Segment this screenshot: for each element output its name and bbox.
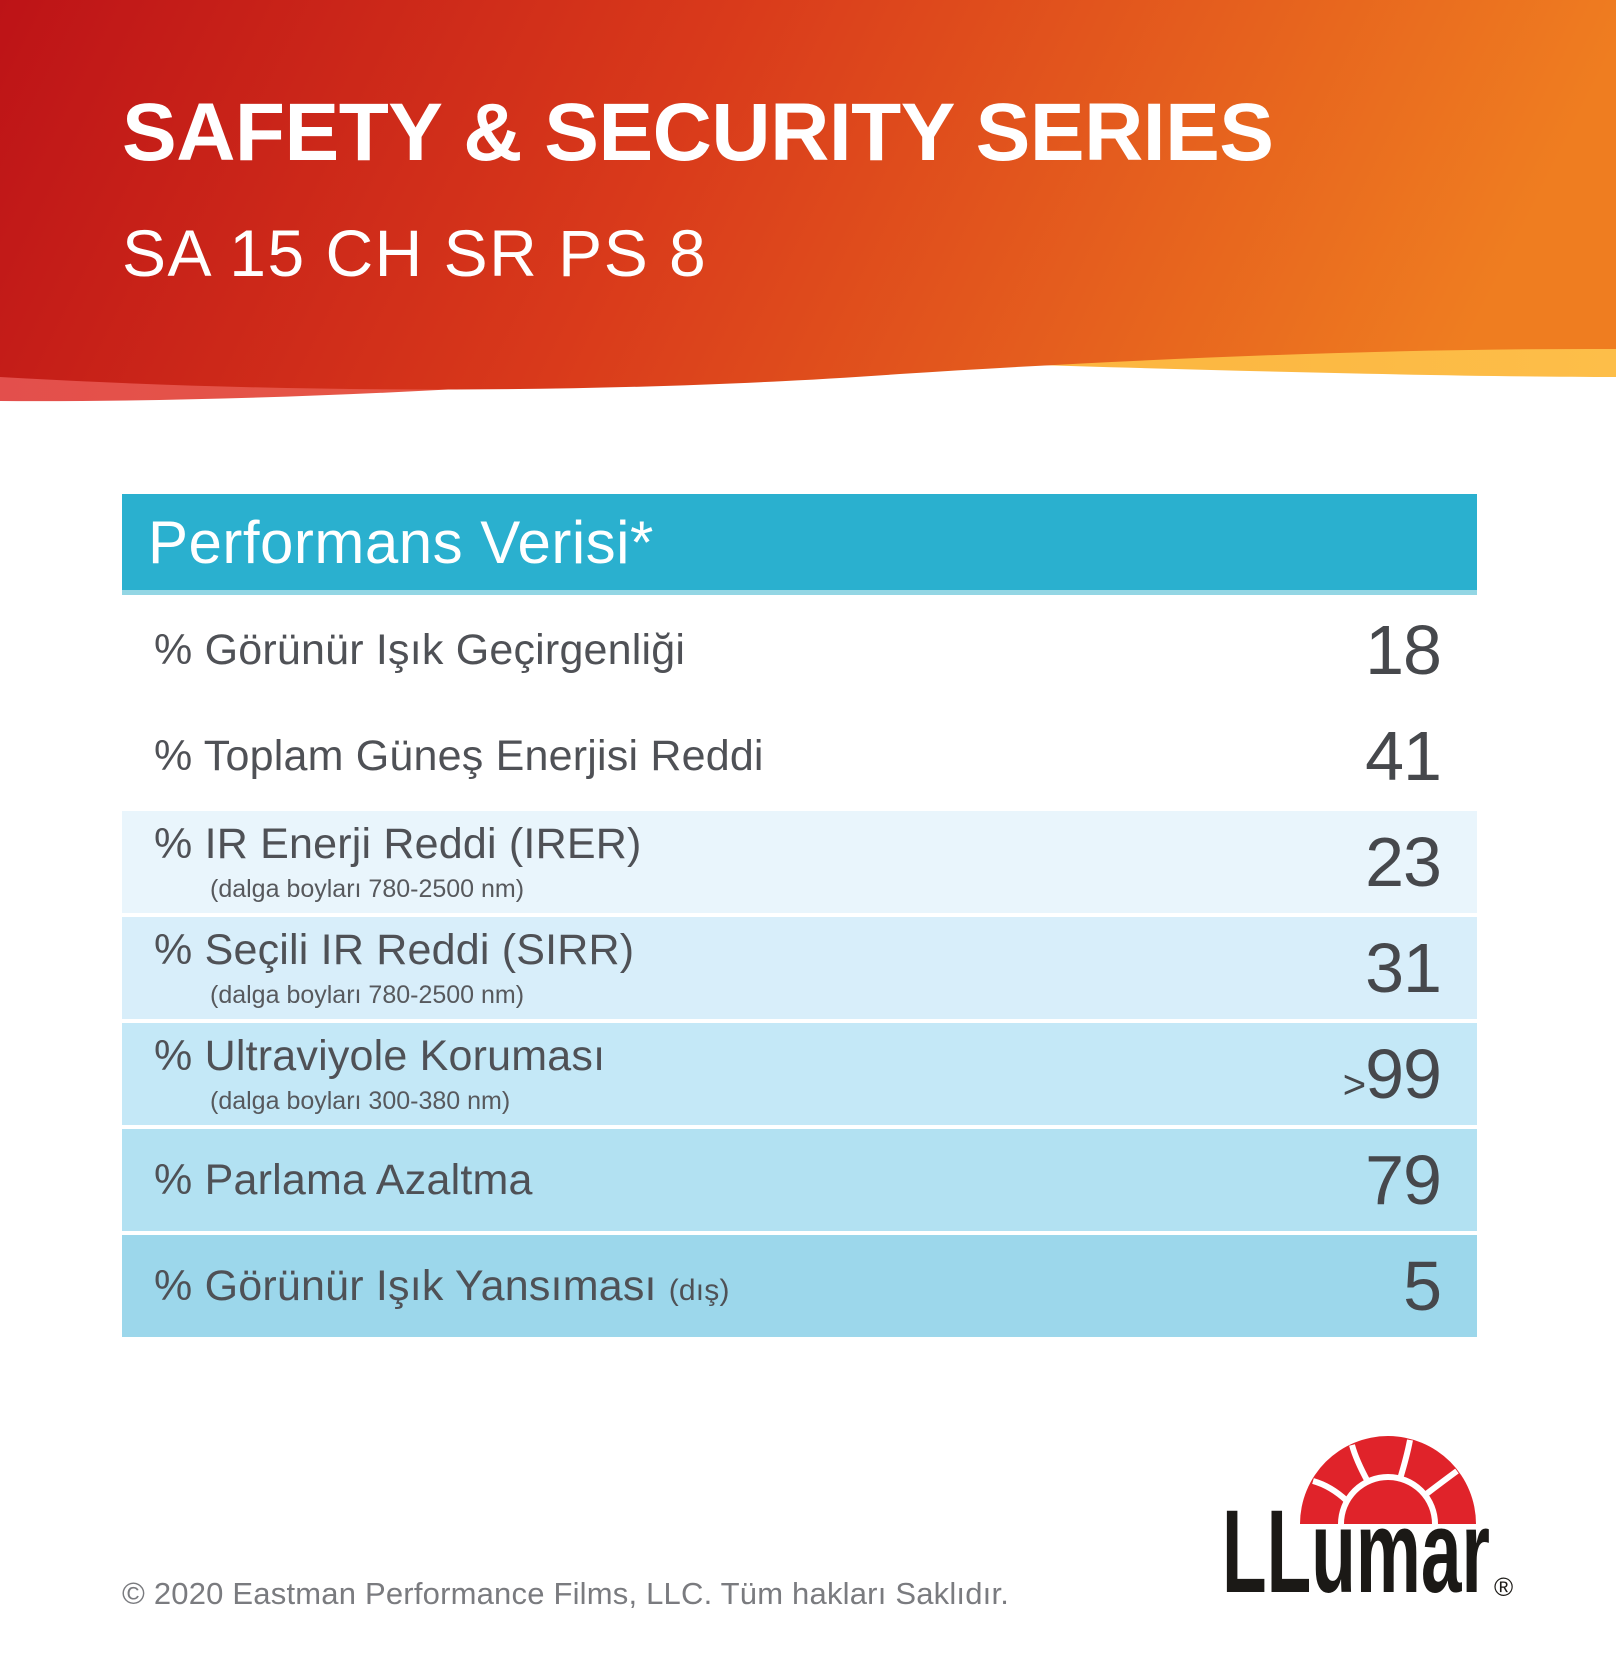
performance-table: Performans Verisi* % Görünür Işık Geçirg… <box>122 494 1477 1337</box>
row-value: 41 <box>1365 717 1442 795</box>
row-label: % Ultraviyole Koruması <box>154 1032 606 1080</box>
row-value: 23 <box>1365 823 1442 901</box>
row-sublabel: (dalga boyları 780-2500 nm) <box>210 875 525 903</box>
row-value: 18 <box>1365 611 1442 689</box>
banner-text-block: SAFETY & SECURITY SERIES SA 15 CH SR PS … <box>122 87 1274 290</box>
row-value: 5 <box>1403 1247 1442 1325</box>
row-label: % Görünür Işık Geçirgenliği <box>154 625 686 674</box>
page-title: SAFETY & SECURITY SERIES <box>122 87 1274 178</box>
table-row: % Görünür Işık Yansıması (dış) 5 <box>122 1235 1477 1337</box>
row-sublabel: (dalga boyları 300-380 nm) <box>210 1087 511 1115</box>
table-row: % IR Enerji Reddi (IRER) (dalga boyları … <box>122 811 1477 913</box>
row-label-suffix: (dış) <box>668 1273 730 1307</box>
row-label: % Toplam Güneş Enerjisi Reddi <box>154 731 764 780</box>
table-row: % Seçili IR Reddi (SIRR) (dalga boyları … <box>122 917 1477 1019</box>
row-value: >99 <box>1342 1034 1442 1114</box>
row-value-number: 99 <box>1365 1035 1442 1113</box>
llumar-logo: LLumar ® <box>1206 1424 1542 1634</box>
table-row: % Toplam Güneş Enerjisi Reddi 41 <box>122 705 1477 807</box>
row-label: % Seçili IR Reddi (SIRR) <box>154 926 635 974</box>
row-label: % IR Enerji Reddi (IRER) <box>154 820 642 868</box>
banner-main-shape <box>0 0 1616 390</box>
table-row: % Ultraviyole Koruması (dalga boyları 30… <box>122 1023 1477 1125</box>
row-label: % Parlama Azaltma <box>154 1155 533 1204</box>
row-value-prefix: > <box>1342 1063 1366 1107</box>
table-header: Performans Verisi* <box>122 494 1477 595</box>
registered-mark: ® <box>1494 1572 1513 1602</box>
table-header-title: Performans Verisi* <box>148 508 654 576</box>
copyright-text: © 2020 Eastman Performance Films, LLC. T… <box>122 1576 1010 1611</box>
llumar-logo-graphic: LLumar ® <box>1222 1436 1513 1618</box>
row-label: % Görünür Işık Yansıması (dış) <box>154 1262 730 1311</box>
llumar-fan-icon <box>1300 1436 1476 1525</box>
llumar-wordmark: LLumar <box>1222 1486 1490 1618</box>
row-label-text: % Görünür Işık Yansıması <box>154 1261 657 1310</box>
banner-wave-graphic <box>0 0 1616 402</box>
table-row: % Parlama Azaltma 79 <box>122 1129 1477 1231</box>
row-value: 31 <box>1365 929 1442 1007</box>
product-code: SA 15 CH SR PS 8 <box>122 216 708 290</box>
header-banner: SAFETY & SECURITY SERIES SA 15 CH SR PS … <box>0 0 1616 430</box>
table-row: % Görünür Işık Geçirgenliği 18 <box>122 599 1477 701</box>
row-sublabel: (dalga boyları 780-2500 nm) <box>210 981 525 1009</box>
row-value: 79 <box>1365 1141 1442 1219</box>
